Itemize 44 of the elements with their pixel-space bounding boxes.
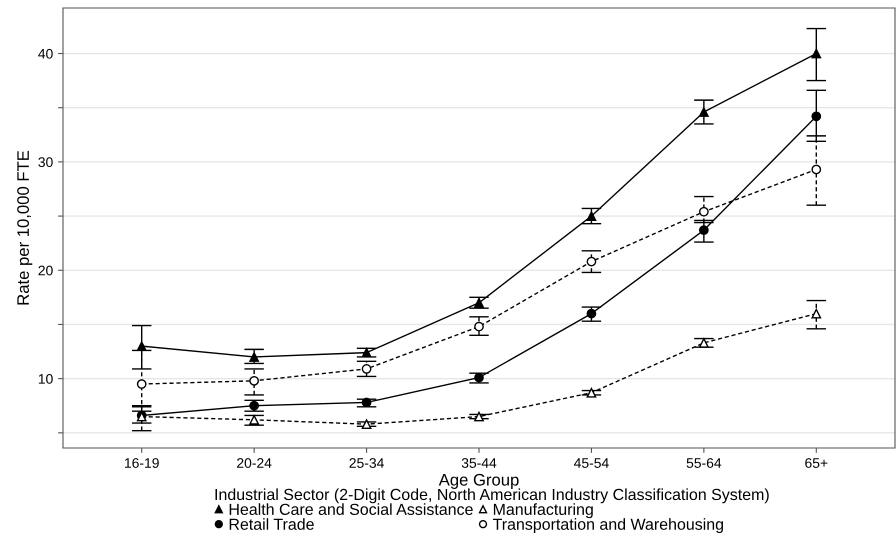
point xyxy=(699,225,709,236)
x-axis-title: Age Group xyxy=(438,474,519,489)
point xyxy=(474,372,484,382)
x-tick-label: 20-24 xyxy=(237,458,272,468)
point xyxy=(811,164,822,174)
point xyxy=(136,341,147,351)
point xyxy=(362,398,372,408)
legend-label: Manufacturing xyxy=(494,503,593,518)
point xyxy=(811,48,822,58)
x-tick-label: 45-54 xyxy=(574,458,609,468)
y-tick-label: 10 xyxy=(38,374,53,384)
point xyxy=(249,400,259,411)
point xyxy=(362,348,372,358)
point xyxy=(249,376,259,386)
point xyxy=(249,352,259,362)
point xyxy=(586,308,596,318)
x-tick-label: 35-44 xyxy=(462,458,496,468)
point xyxy=(586,388,596,398)
y-tick-label: 40 xyxy=(38,48,53,59)
x-tick-label: 55-64 xyxy=(686,458,722,468)
point xyxy=(811,112,822,122)
point xyxy=(474,322,484,332)
point xyxy=(586,211,596,221)
point xyxy=(699,206,709,217)
point xyxy=(699,107,709,117)
point xyxy=(249,414,259,425)
point xyxy=(586,256,596,266)
y-tick-label: 20 xyxy=(38,266,53,276)
x-tick-label: 25-34 xyxy=(350,458,384,468)
legend-label: Retail Trade xyxy=(230,518,314,530)
x-tick-label: 65+ xyxy=(805,458,828,468)
legend-label: Transportation and Warehousing xyxy=(492,518,723,534)
point xyxy=(474,298,484,308)
y-axis-title: Rate per 10,000 FTE xyxy=(17,150,32,304)
legend-title: Industrial Sector (2-Digit Code, North American Industry Classification System) xyxy=(216,488,769,504)
point xyxy=(699,338,709,348)
point xyxy=(474,412,484,422)
point xyxy=(362,364,372,374)
point xyxy=(136,379,147,389)
x-tick-label: 16-19 xyxy=(125,458,159,468)
legend-label: Health Care and Social Assistance xyxy=(230,503,473,516)
y-tick-label: 30 xyxy=(38,157,53,168)
point xyxy=(811,308,822,318)
point xyxy=(362,419,372,430)
